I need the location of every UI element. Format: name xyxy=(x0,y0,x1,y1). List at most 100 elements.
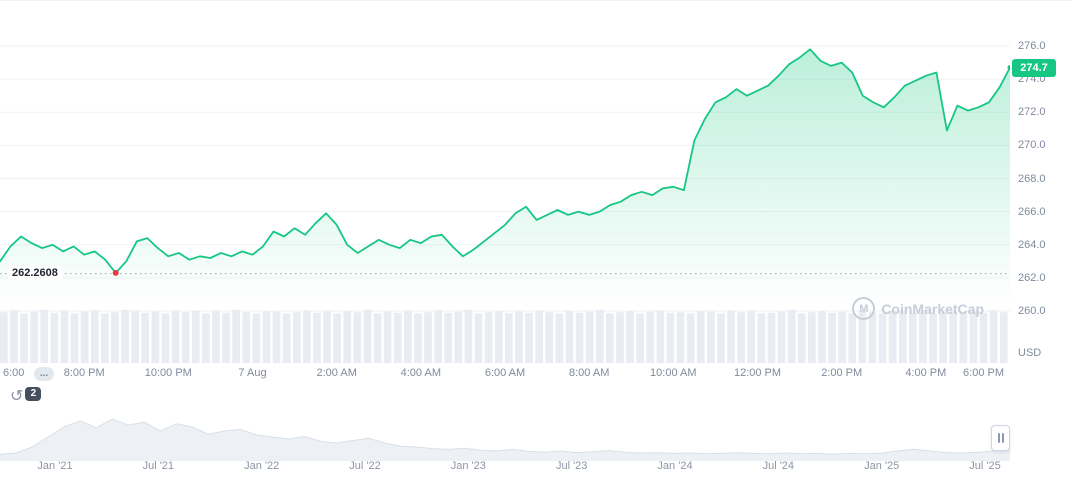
volume-bar xyxy=(515,311,523,363)
x-axis: 6:00 8:00 PM 10:00 PM 7 Aug 2:00 AM 4:00 AM 6:… xyxy=(0,365,1010,381)
volume-bar xyxy=(494,310,503,363)
volume-bar xyxy=(232,309,240,363)
y-axis-tick: 270.0 xyxy=(1018,139,1046,152)
price-line xyxy=(0,48,1010,274)
volume-bar xyxy=(777,311,786,363)
volume-bar xyxy=(252,313,261,363)
volume-bar xyxy=(797,313,806,363)
volume-bar xyxy=(242,312,251,363)
volume-bar xyxy=(818,310,826,363)
y-axis-tick: 262.0 xyxy=(1018,271,1046,284)
volume-bar xyxy=(171,310,180,363)
y-axis: 274.7 USD 276.0 274.0 272.0 270.0 268.0 266.0… xyxy=(1010,1,1072,363)
y-axis-tick: 260.0 xyxy=(1018,305,1046,317)
x-axis-tick: 10:00 PM xyxy=(144,367,192,379)
volume-bar xyxy=(434,310,442,363)
volume-bar xyxy=(313,312,321,363)
x-axis-tick: 6:00 PM xyxy=(963,367,1004,379)
timeline-mini-chart[interactable] xyxy=(0,413,1010,461)
volume-bar xyxy=(979,312,988,363)
volume-bar xyxy=(303,310,311,363)
volume-bar xyxy=(161,313,170,363)
volume-bar xyxy=(919,310,927,363)
volume-bar xyxy=(282,313,291,363)
volume-bar xyxy=(464,309,473,363)
volume-bar xyxy=(898,311,907,363)
volume-bar xyxy=(767,312,776,363)
y-axis-unit-label: USD xyxy=(1018,347,1042,359)
history-icon: ↺ xyxy=(10,388,24,405)
volume-bar xyxy=(90,310,99,363)
timeline-scroll-handle[interactable] xyxy=(991,425,1010,451)
volume-bar xyxy=(676,312,685,363)
volume-bar xyxy=(333,313,341,363)
volume-bar xyxy=(10,310,18,363)
current-price-badge: 274.7 xyxy=(1012,58,1056,77)
volume-bar xyxy=(595,309,604,363)
volume-bar xyxy=(929,313,937,363)
volume-bar xyxy=(989,310,998,363)
low-price-marker xyxy=(112,269,119,276)
timeline-tick: Jan '25 xyxy=(864,460,900,472)
low-price-label: 262.2608 xyxy=(8,265,62,280)
x-axis-tick: 6:00 xyxy=(3,367,25,379)
volume-bar xyxy=(70,313,79,363)
drag-handle-bar xyxy=(1001,433,1004,443)
watermark: M CoinMarketCap xyxy=(852,297,984,320)
volume-bar xyxy=(151,311,160,363)
y-axis-tick: 276.0 xyxy=(1018,40,1046,52)
volume-bar xyxy=(808,312,816,363)
volume-bar xyxy=(474,313,483,363)
volume-bar xyxy=(696,310,705,363)
volume-bar xyxy=(868,312,877,363)
volume-bar xyxy=(393,312,402,363)
timeline-tick: Jul '24 xyxy=(762,460,795,472)
volume-bar xyxy=(454,311,463,363)
volume-bar xyxy=(60,310,69,363)
volume-bar xyxy=(757,313,766,363)
volume-bar xyxy=(656,310,665,363)
volume-bar xyxy=(181,312,190,363)
timeline-line xyxy=(0,418,1010,455)
volume-bar xyxy=(616,312,624,363)
x-axis-tick: 4:00 PM xyxy=(905,367,947,379)
volume-bar xyxy=(50,312,59,363)
y-axis-tick: 264.0 xyxy=(1018,238,1046,251)
volume-bar xyxy=(414,313,422,363)
volume-bar xyxy=(878,313,887,363)
x-axis-tick: 2:00 PM xyxy=(821,367,863,379)
timeline-area xyxy=(0,419,1010,461)
volume-bar xyxy=(505,313,513,363)
history-button[interactable]: ↺ 2 xyxy=(10,387,42,405)
y-axis-tick: 272.0 xyxy=(1018,106,1046,119)
volume-bar xyxy=(636,313,644,363)
volume-bar xyxy=(555,313,564,363)
y-axis-tick: 268.0 xyxy=(1018,172,1046,185)
price-area xyxy=(0,49,1010,312)
x-axis-tick: 7 Aug xyxy=(238,367,267,379)
volume-bar xyxy=(787,309,796,363)
volume-bar xyxy=(101,313,109,363)
main-price-chart[interactable] xyxy=(0,1,1010,363)
volume-bar xyxy=(838,311,846,363)
volume-bar xyxy=(888,310,897,363)
timeline-axis: Jan '21 Jul '21 Jan '22 Jul '22 Jan '23 Jul '… xyxy=(0,460,1010,474)
volume-bar xyxy=(949,310,958,363)
volume-bar xyxy=(202,313,210,363)
history-count-badge: 2 xyxy=(25,387,42,401)
volume-bar xyxy=(535,310,543,363)
volume-bar xyxy=(666,312,675,363)
volume-bar xyxy=(858,310,867,363)
volume-bar xyxy=(131,310,139,363)
volume-bar xyxy=(999,312,1008,363)
x-axis-tick: 6:00 AM xyxy=(484,367,526,379)
volume-bar xyxy=(20,313,28,363)
truncation-chip: ... xyxy=(34,367,55,381)
volume-bar xyxy=(969,311,978,363)
timeline-tick: Jan '22 xyxy=(244,460,280,472)
volume-bar xyxy=(909,312,917,363)
timeline-tick: Jan '21 xyxy=(37,460,73,472)
timeline-tick: Jul '23 xyxy=(555,460,588,472)
volume-bar xyxy=(0,312,8,363)
